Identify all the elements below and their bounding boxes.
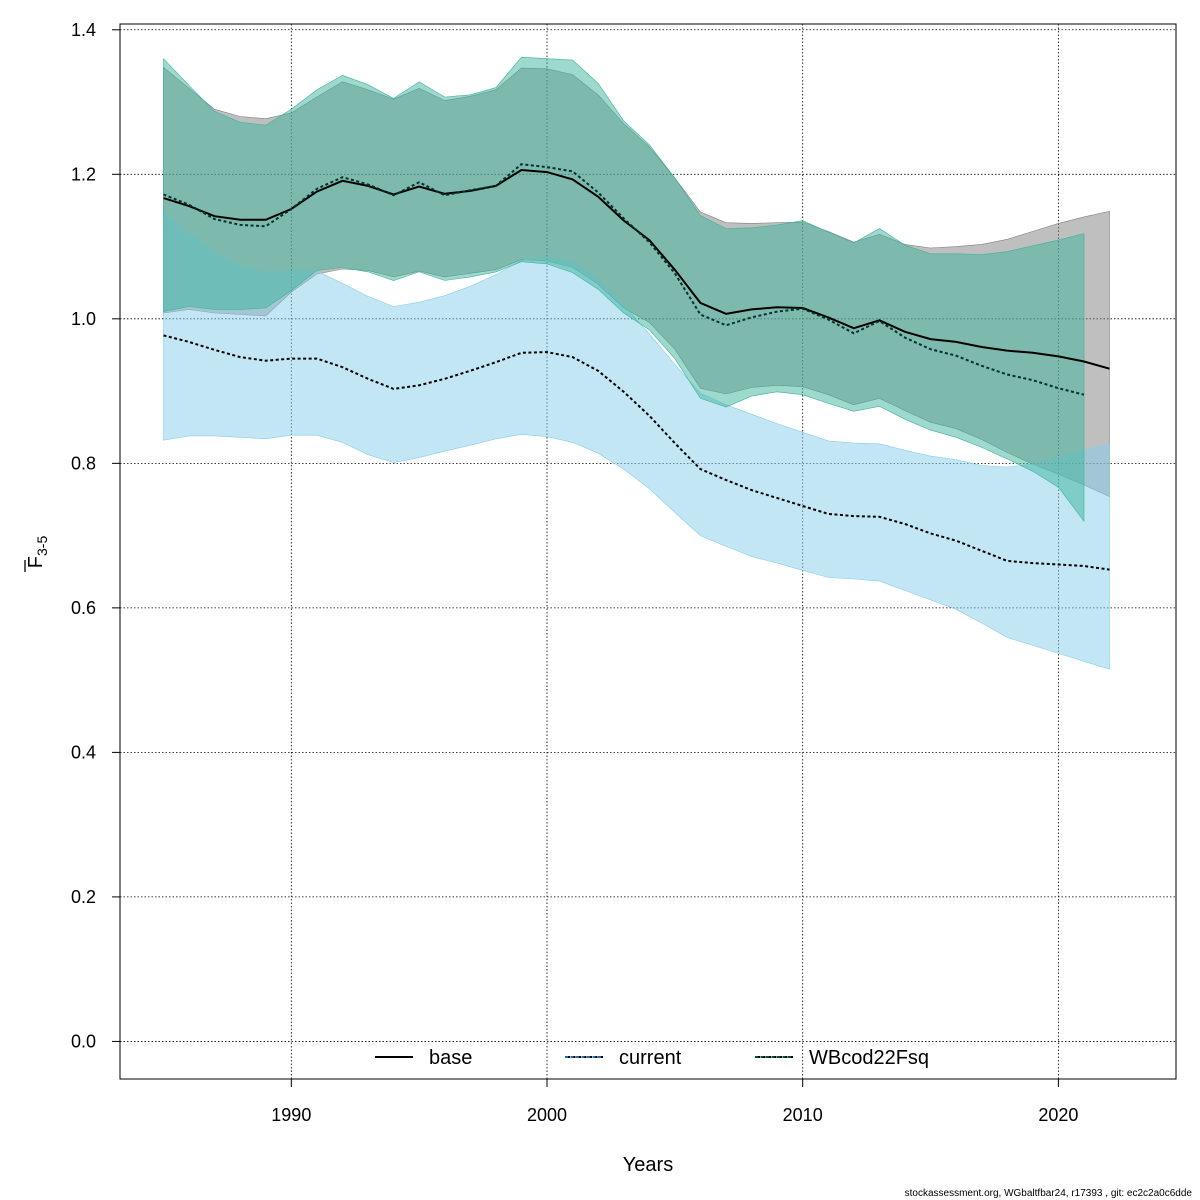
y-axis-title-main: F — [25, 556, 47, 568]
line-WBcod22Fsq — [163, 163, 1085, 396]
legend-item-base: base — [375, 1047, 472, 1069]
y-tick-label-0.8: 0.8 — [71, 453, 96, 473]
y-tick-label-0.6: 0.6 — [71, 598, 96, 618]
band-WBcod22Fsq — [163, 56, 1085, 523]
legend-label-base: base — [429, 1047, 472, 1069]
y-axis: 0.0 0.2 0.4 0.6 0.8 1.0 1.2 1.4 — [71, 20, 121, 1051]
y-tick-label-0.4: 0.4 — [71, 742, 96, 762]
svg-text:F3-5: F3-5 — [25, 536, 50, 569]
x-tick-label-2000: 2000 — [527, 1105, 567, 1125]
legend-item-current: current — [565, 1047, 682, 1069]
x-axis: 1990 2000 2010 2020 — [271, 1078, 1078, 1125]
x-tick-label-2010: 2010 — [783, 1105, 823, 1125]
legend-label-current: current — [619, 1047, 682, 1069]
y-tick-label-0.2: 0.2 — [71, 887, 96, 907]
legend: base current WBcod22Fsq — [375, 1047, 929, 1069]
y-tick-label-0.0: 0.0 — [71, 1031, 96, 1051]
x-tick-label-2020: 2020 — [1038, 1105, 1078, 1125]
legend-item-WBcod22Fsq: WBcod22Fsq — [755, 1047, 929, 1069]
x-axis-title: Years — [623, 1154, 673, 1176]
legend-label-WBcod22Fsq: WBcod22Fsq — [809, 1047, 929, 1069]
x-tick-label-1990: 1990 — [271, 1105, 311, 1125]
line-current — [163, 334, 1110, 571]
series-lines — [163, 163, 1110, 571]
confidence-bands — [163, 56, 1110, 670]
band-current — [163, 211, 1110, 670]
y-axis-title: F3-5 — [24, 536, 50, 572]
y-tick-label-1.4: 1.4 — [71, 20, 96, 40]
footer-credit: stockassessment.org, WGbaltfbar24, r1739… — [905, 1188, 1193, 1199]
y-tick-label-1.0: 1.0 — [71, 309, 96, 329]
y-tick-label-1.2: 1.2 — [71, 164, 96, 184]
y-axis-title-sub: 3-5 — [34, 536, 50, 556]
